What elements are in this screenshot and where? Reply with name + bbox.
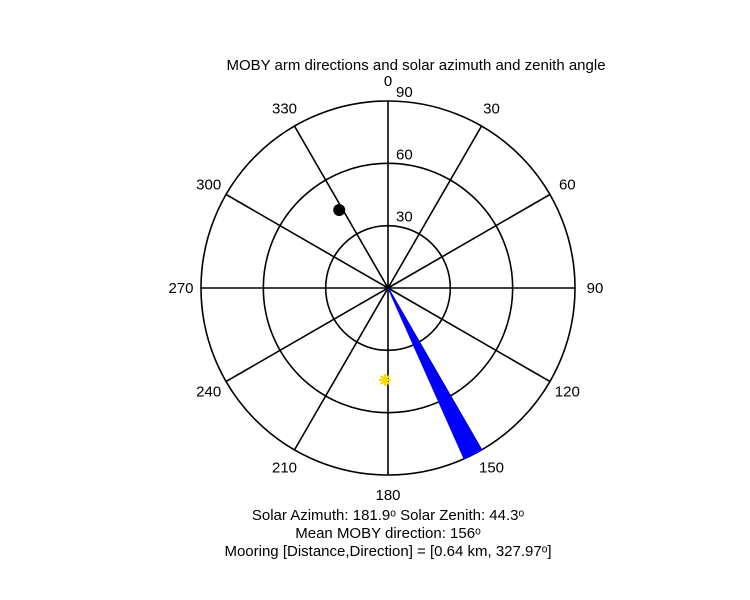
angle-spoke xyxy=(387,193,551,289)
angle-tick-label: 90 xyxy=(587,280,604,297)
angle-tick-label: 270 xyxy=(168,280,193,297)
angle-tick-label: 30 xyxy=(483,101,500,118)
angle-tick-label: 180 xyxy=(375,487,400,504)
angle-tick-label: 240 xyxy=(196,384,221,401)
radial-tick-label: 90 xyxy=(396,84,413,101)
moby-arm-wedge xyxy=(387,287,483,460)
angle-tick-label: 60 xyxy=(559,177,576,194)
data-marks xyxy=(333,204,483,460)
angle-tick-label: 120 xyxy=(555,384,580,401)
mooring-point xyxy=(333,204,346,216)
angle-tick-label: 300 xyxy=(196,177,221,194)
angle-spoke xyxy=(387,125,483,289)
angle-spoke xyxy=(225,287,389,383)
solar-angles-caption: Solar Azimuth: 181.9ᵒ Solar Zenith: 44.3… xyxy=(251,507,525,524)
angle-tick-labels: 0 30 60 90 120 150 180 210 240 270 300 330 xyxy=(168,73,603,504)
angle-tick-label: 330 xyxy=(272,101,297,118)
sun-position-marker xyxy=(378,374,391,386)
angle-tick-label: 150 xyxy=(479,459,504,476)
chart-title: MOBY arm directions and solar azimuth an… xyxy=(226,57,605,74)
radial-tick-label: 30 xyxy=(396,209,413,226)
mean-direction-caption: Mean MOBY direction: 156ᵒ xyxy=(295,525,481,542)
angle-tick-label: 210 xyxy=(272,459,297,476)
angle-tick-label: 0 xyxy=(384,73,392,90)
mooring-caption: Mooring [Distance,Direction] = [0.64 km,… xyxy=(224,543,552,560)
radial-tick-label: 60 xyxy=(396,146,413,163)
angle-spoke xyxy=(225,193,389,289)
radial-tick-labels: 30 60 90 xyxy=(396,84,413,226)
angle-spoke xyxy=(387,287,551,383)
angle-spoke xyxy=(293,287,389,451)
